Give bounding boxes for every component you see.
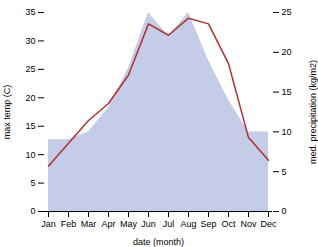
svg-text:20: 20	[25, 93, 35, 103]
svg-text:5: 5	[282, 167, 287, 177]
svg-text:Dec: Dec	[260, 219, 277, 229]
svg-text:0: 0	[30, 206, 35, 216]
svg-text:Sep: Sep	[200, 219, 216, 229]
svg-text:Jan: Jan	[41, 219, 56, 229]
svg-text:25: 25	[282, 7, 292, 17]
svg-text:Mar: Mar	[81, 219, 97, 229]
svg-text:15: 15	[25, 121, 35, 131]
svg-text:date (month): date (month)	[133, 237, 184, 247]
svg-text:10: 10	[25, 150, 35, 160]
svg-text:May: May	[120, 219, 138, 229]
svg-text:Jun: Jun	[141, 219, 156, 229]
svg-text:Nov: Nov	[240, 219, 257, 229]
svg-text:Oct: Oct	[221, 219, 236, 229]
svg-text:10: 10	[282, 127, 292, 137]
svg-text:35: 35	[25, 7, 35, 17]
svg-text:25: 25	[25, 64, 35, 74]
svg-text:30: 30	[25, 36, 35, 46]
svg-text:Apr: Apr	[101, 219, 115, 229]
svg-text:5: 5	[30, 178, 35, 188]
svg-text:med. precipitation (kg/m2): med. precipitation (kg/m2)	[308, 60, 318, 164]
svg-text:15: 15	[282, 87, 292, 97]
svg-text:Jul: Jul	[163, 219, 175, 229]
svg-text:Aug: Aug	[180, 219, 196, 229]
svg-text:20: 20	[282, 47, 292, 57]
svg-text:max temp (C): max temp (C)	[2, 85, 12, 140]
svg-text:Feb: Feb	[61, 219, 77, 229]
svg-text:0: 0	[282, 206, 287, 216]
